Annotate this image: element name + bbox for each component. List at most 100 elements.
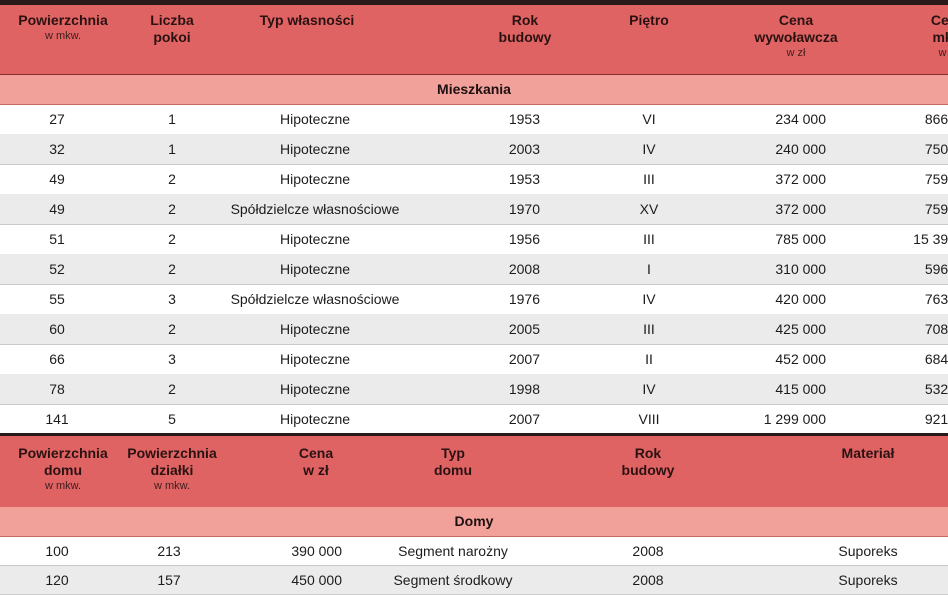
cell-price: 234 000 bbox=[775, 111, 826, 127]
cell-rooms: 1 bbox=[168, 141, 176, 157]
header-area-title: Powierzchnia bbox=[18, 12, 108, 28]
cell-price-sqm: 7592 bbox=[924, 201, 948, 217]
cell-area: 27 bbox=[49, 111, 65, 127]
cell-year: 2005 bbox=[508, 321, 540, 337]
cell-floor: III bbox=[643, 231, 655, 247]
cell-price-sqm: 6848 bbox=[924, 351, 948, 367]
cell-material: Suporeks bbox=[838, 572, 898, 588]
top-rule bbox=[0, 0, 948, 5]
cell-floor: IV bbox=[642, 141, 656, 157]
cell-area: 55 bbox=[49, 291, 65, 307]
cell-house-type: Segment narożny bbox=[398, 543, 508, 559]
cell-house-area: 120 bbox=[45, 572, 69, 588]
table-row: 120 157 450 000 Segment środkowy 2008 Suporek… bbox=[0, 566, 948, 595]
cell-ownership: Spółdzielcze własnościowe bbox=[230, 201, 400, 217]
cell-ownership: Hipoteczne bbox=[279, 141, 351, 157]
cell-year: 1953 bbox=[508, 111, 540, 127]
table-row: 60 2 Hipoteczne 2005 III 425 000 7083 bbox=[0, 314, 948, 345]
cell-area: 49 bbox=[49, 171, 65, 187]
cell-rooms: 2 bbox=[168, 381, 176, 397]
cell-ownership: Hipoteczne bbox=[279, 111, 351, 127]
cell-year: 1976 bbox=[508, 291, 540, 307]
cell-rooms: 2 bbox=[168, 231, 176, 247]
cell-floor: VIII bbox=[638, 411, 660, 427]
cell-ownership: Hipoteczne bbox=[279, 261, 351, 277]
cell-year: 2003 bbox=[508, 141, 540, 157]
cell-price-sqm: 9213 bbox=[924, 411, 948, 427]
header-house-price: Cena w zł bbox=[298, 445, 334, 478]
header-material: Materiał bbox=[841, 445, 895, 461]
cell-rooms: 2 bbox=[168, 201, 176, 217]
cell-house-year: 2008 bbox=[632, 572, 664, 588]
header-house-type: Typ domu bbox=[433, 445, 473, 478]
header-floor: Piętro bbox=[629, 12, 669, 28]
cell-floor: IV bbox=[642, 381, 656, 397]
cell-price: 420 000 bbox=[775, 291, 826, 307]
cell-year: 1970 bbox=[508, 201, 540, 217]
cell-ownership: Hipoteczne bbox=[279, 381, 351, 397]
section-houses: Domy bbox=[0, 507, 948, 537]
cell-price: 785 000 bbox=[775, 231, 826, 247]
header-area: Powierzchnia w mkw. bbox=[4, 12, 122, 44]
cell-area: 78 bbox=[49, 381, 65, 397]
header-year: Rok budowy bbox=[498, 12, 552, 45]
cell-year: 1998 bbox=[508, 381, 540, 397]
cell-price-sqm: 7592 bbox=[924, 171, 948, 187]
cell-rooms: 2 bbox=[168, 321, 176, 337]
cell-price: 452 000 bbox=[775, 351, 826, 367]
table-row: 100 213 390 000 Segment narożny 2008 Suporeks bbox=[0, 537, 948, 566]
header-house-area: Powierzchnia domu w mkw. bbox=[4, 445, 122, 494]
cell-rooms: 3 bbox=[168, 351, 176, 367]
cell-price: 372 000 bbox=[775, 171, 826, 187]
table-row: 55 3 Spółdzielcze własnościowe 1976 IV 420 00… bbox=[0, 284, 948, 315]
header-price-sqm-title: Cena mkw bbox=[930, 12, 948, 45]
header-house-area-unit: w mkw. bbox=[44, 480, 82, 492]
cell-ownership: Hipoteczne bbox=[279, 231, 351, 247]
cell-price: 240 000 bbox=[775, 141, 826, 157]
cell-ownership: Hipoteczne bbox=[279, 351, 351, 367]
cell-house-year: 2008 bbox=[632, 543, 664, 559]
cell-rooms: 2 bbox=[168, 171, 176, 187]
cell-area: 32 bbox=[49, 141, 65, 157]
cell-price: 310 000 bbox=[775, 261, 826, 277]
table-row: 66 3 Hipoteczne 2007 II 452 000 6848 bbox=[0, 344, 948, 375]
cell-area: 51 bbox=[49, 231, 65, 247]
header-rooms: Liczba pokoi bbox=[150, 12, 194, 45]
cell-ownership: Hipoteczne bbox=[279, 411, 351, 427]
cell-price: 425 000 bbox=[775, 321, 826, 337]
cell-area: 52 bbox=[49, 261, 65, 277]
cell-house-price: 450 000 bbox=[291, 572, 342, 588]
cell-year: 2007 bbox=[508, 411, 540, 427]
cell-plot-area: 213 bbox=[157, 543, 181, 559]
cell-year: 2008 bbox=[508, 261, 540, 277]
apartments-table-header: Powierzchnia w mkw. Liczba pokoi Typ wła… bbox=[0, 5, 948, 75]
cell-house-area: 100 bbox=[45, 543, 69, 559]
cell-house-price: 390 000 bbox=[291, 543, 342, 559]
cell-rooms: 5 bbox=[168, 411, 176, 427]
cell-floor: III bbox=[643, 321, 655, 337]
header-house-year: Rok budowy bbox=[621, 445, 675, 478]
cell-area: 141 bbox=[45, 411, 69, 427]
cell-year: 2007 bbox=[508, 351, 540, 367]
cell-price-sqm: 7083 bbox=[924, 321, 948, 337]
cell-floor: XV bbox=[639, 201, 659, 217]
header-plot-area-unit: w mkw. bbox=[153, 480, 191, 492]
cell-year: 1953 bbox=[508, 171, 540, 187]
cell-area: 60 bbox=[49, 321, 65, 337]
header-price: Cena wywoławcza w zł bbox=[728, 12, 864, 61]
header-price-sqm-unit: w zł bbox=[938, 47, 948, 59]
cell-floor: I bbox=[647, 261, 651, 277]
cell-ownership: Spółdzielcze własnościowe bbox=[230, 291, 400, 307]
table-row: 49 2 Spółdzielcze własnościowe 1970 XV 372 00… bbox=[0, 194, 948, 225]
cell-price-sqm: 8667 bbox=[924, 111, 948, 127]
cell-price-sqm: 15 393 bbox=[913, 231, 948, 247]
table-row: 51 2 Hipoteczne 1956 III 785 000 15 393 bbox=[0, 224, 948, 255]
cell-rooms: 3 bbox=[168, 291, 176, 307]
cell-ownership: Hipoteczne bbox=[279, 321, 351, 337]
cell-price: 372 000 bbox=[775, 201, 826, 217]
cell-rooms: 2 bbox=[168, 261, 176, 277]
cell-price-sqm: 5962 bbox=[924, 261, 948, 277]
